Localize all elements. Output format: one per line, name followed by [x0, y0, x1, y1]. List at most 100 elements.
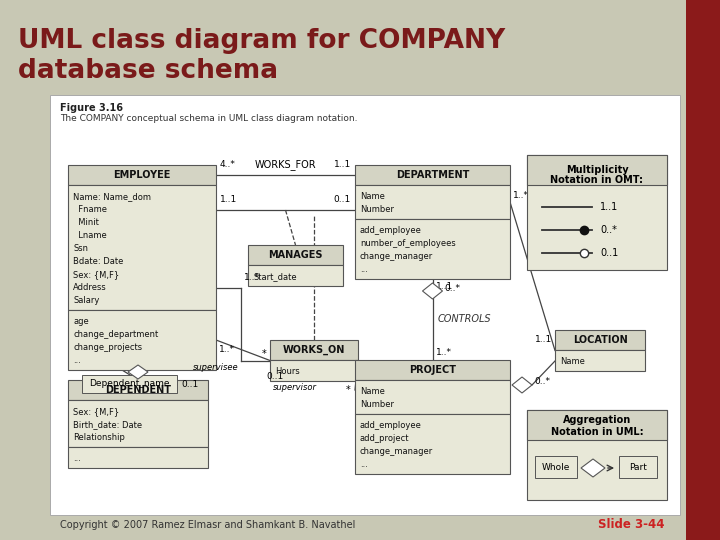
Text: Figure 3.16: Figure 3.16: [60, 103, 123, 113]
Text: Fname: Fname: [73, 205, 107, 214]
Polygon shape: [128, 365, 148, 379]
Text: MANAGES: MANAGES: [269, 250, 323, 260]
Text: add_project: add_project: [360, 434, 410, 443]
Text: Name: Name: [360, 387, 385, 396]
Text: Bdate: Date: Bdate: Date: [73, 257, 123, 266]
Text: Name: Name: [360, 192, 385, 201]
Bar: [355, 185, 510, 219]
Text: 1..1: 1..1: [535, 335, 552, 344]
Text: 4..*: 4..*: [220, 160, 236, 169]
Text: EMPLOYEE: EMPLOYEE: [113, 170, 171, 180]
Bar: [355, 219, 510, 279]
Text: change_manager: change_manager: [360, 252, 433, 261]
Text: Name: Name_dom: Name: Name_dom: [73, 192, 151, 201]
Bar: [82, 375, 177, 393]
Text: Number: Number: [360, 205, 394, 214]
Bar: [0, 0, 685, 90]
Text: change_projects: change_projects: [73, 343, 142, 352]
Text: Ssn: Ssn: [73, 244, 88, 253]
Text: 0..1: 0..1: [334, 195, 351, 204]
Bar: [68, 400, 208, 447]
Bar: [248, 265, 343, 286]
Text: Whole: Whole: [542, 463, 570, 472]
Bar: [68, 310, 216, 370]
Text: *: *: [262, 348, 267, 359]
Text: 1..1: 1..1: [220, 195, 238, 204]
Bar: [527, 410, 667, 440]
Text: Notation in OMT:: Notation in OMT:: [551, 175, 644, 185]
Bar: [619, 456, 657, 478]
Text: 0..*: 0..*: [600, 225, 617, 235]
Bar: [686, 0, 720, 540]
Text: Birth_date: Date: Birth_date: Date: [73, 420, 142, 429]
Polygon shape: [423, 283, 443, 299]
Text: age: age: [73, 317, 89, 326]
Text: supervisor: supervisor: [273, 383, 317, 392]
Bar: [248, 245, 343, 265]
Bar: [68, 165, 216, 185]
Text: Dependent_name: Dependent_name: [89, 380, 170, 388]
Text: Sex: {M,F}: Sex: {M,F}: [73, 407, 120, 416]
Text: 1..1: 1..1: [334, 160, 351, 169]
Text: LOCATION: LOCATION: [572, 335, 627, 345]
Text: 1..1: 1..1: [436, 282, 453, 291]
Text: Relationship: Relationship: [73, 433, 125, 442]
Bar: [50, 95, 680, 515]
Text: Copyright © 2007 Ramez Elmasr and Shamkant B. Navathel: Copyright © 2007 Ramez Elmasr and Shamka…: [60, 520, 356, 530]
Text: change_manager: change_manager: [360, 447, 433, 456]
Text: Start_date: Start_date: [253, 272, 297, 281]
Text: 1..*: 1..*: [219, 345, 235, 354]
Polygon shape: [581, 459, 605, 477]
Text: CONTROLS: CONTROLS: [438, 314, 491, 324]
Bar: [68, 447, 208, 468]
Text: add_employee: add_employee: [360, 226, 422, 235]
Text: Aggregation: Aggregation: [563, 415, 631, 425]
Bar: [270, 360, 358, 381]
Bar: [527, 155, 667, 270]
Text: 1..*: 1..*: [513, 191, 529, 200]
Bar: [555, 330, 645, 350]
Bar: [355, 165, 510, 185]
Text: DEPENDENT: DEPENDENT: [105, 385, 171, 395]
Text: WORKS_FOR: WORKS_FOR: [255, 159, 316, 170]
Text: Address: Address: [73, 283, 107, 292]
Text: ...: ...: [360, 460, 368, 469]
Text: change_department: change_department: [73, 330, 158, 339]
Text: *: *: [346, 385, 351, 395]
Text: 0..1: 0..1: [600, 248, 618, 258]
Text: Part: Part: [629, 463, 647, 472]
Text: 0..*: 0..*: [534, 377, 550, 386]
Text: 0..1: 0..1: [181, 380, 198, 389]
Text: Salary: Salary: [73, 296, 99, 305]
Text: 0..1: 0..1: [266, 372, 283, 381]
Text: Lname: Lname: [73, 231, 107, 240]
Text: The COMPANY conceptual schema in UML class diagram notation.: The COMPANY conceptual schema in UML cla…: [60, 114, 358, 123]
Text: Number: Number: [360, 400, 394, 409]
Text: Hours: Hours: [275, 367, 300, 376]
Polygon shape: [512, 377, 532, 393]
Text: DEPARTMENT: DEPARTMENT: [396, 170, 469, 180]
Bar: [270, 340, 358, 360]
Text: Sex: {M,F}: Sex: {M,F}: [73, 270, 120, 279]
Bar: [68, 185, 216, 310]
Text: 0..*: 0..*: [444, 284, 461, 293]
Text: Multiplicity: Multiplicity: [566, 165, 629, 175]
Text: Notation in UML:: Notation in UML:: [551, 427, 643, 437]
Text: add_employee: add_employee: [360, 421, 422, 430]
Bar: [527, 155, 667, 185]
Text: Slide 3-44: Slide 3-44: [598, 518, 665, 531]
Text: PROJECT: PROJECT: [409, 365, 456, 375]
Bar: [355, 414, 510, 474]
Bar: [68, 380, 208, 400]
Text: database schema: database schema: [18, 58, 278, 84]
Bar: [555, 350, 645, 371]
Text: supervisee: supervisee: [194, 362, 239, 372]
Text: 1..*: 1..*: [244, 273, 260, 282]
Text: Name: Name: [560, 357, 585, 366]
Text: ...: ...: [360, 265, 368, 274]
Bar: [355, 360, 510, 380]
Text: number_of_employees: number_of_employees: [360, 239, 456, 248]
Text: ...: ...: [73, 356, 81, 365]
Bar: [527, 410, 667, 500]
Text: ...: ...: [73, 454, 81, 463]
